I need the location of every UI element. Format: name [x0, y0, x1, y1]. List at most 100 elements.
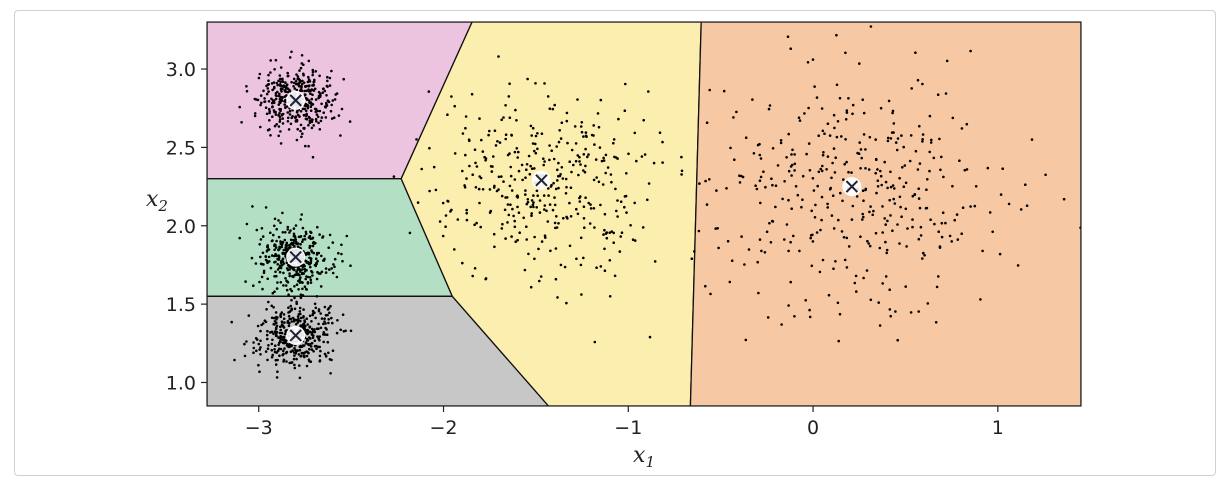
data-point [887, 99, 891, 103]
data-point [281, 80, 285, 83]
data-point [845, 266, 849, 269]
data-point [698, 182, 701, 185]
data-point [576, 154, 580, 157]
data-point [624, 82, 627, 86]
data-point [297, 267, 300, 270]
data-point [921, 138, 924, 141]
data-point [415, 138, 418, 141]
data-point [574, 142, 578, 145]
data-point [274, 246, 278, 249]
data-point [629, 224, 632, 227]
data-point [889, 185, 893, 189]
data-point [568, 244, 572, 248]
data-point [263, 100, 266, 104]
data-point [821, 258, 825, 262]
data-point [509, 174, 513, 178]
data-point [509, 203, 512, 206]
data-point [991, 230, 994, 234]
data-point [297, 288, 300, 291]
data-point [311, 73, 315, 77]
data-point [716, 227, 719, 230]
data-point [303, 89, 306, 93]
data-point [1024, 183, 1027, 186]
data-point [293, 366, 297, 370]
data-point [270, 82, 274, 85]
data-point [963, 168, 967, 172]
data-point [531, 142, 535, 145]
data-point [244, 280, 247, 283]
data-point [281, 252, 285, 255]
data-point [527, 154, 531, 158]
data-point [576, 98, 579, 101]
data-point [291, 108, 294, 112]
data-point [919, 234, 923, 237]
data-point [771, 220, 775, 223]
data-point [625, 211, 628, 214]
data-point [275, 81, 279, 85]
data-point [494, 144, 498, 147]
data-point [272, 233, 275, 237]
data-point [557, 186, 560, 190]
data-point [840, 230, 844, 233]
data-point [556, 296, 559, 299]
data-point [282, 336, 286, 339]
data-point [889, 170, 892, 174]
data-point [583, 226, 586, 229]
data-point [816, 184, 819, 188]
data-point [238, 105, 241, 109]
data-point [790, 174, 793, 177]
y-axis-label: x2 [146, 187, 168, 215]
data-point [940, 155, 943, 159]
data-point [787, 198, 790, 202]
data-point [271, 99, 275, 103]
data-point [308, 360, 311, 363]
data-point [872, 209, 875, 213]
data-point [461, 132, 465, 135]
data-point [865, 269, 869, 272]
data-point [298, 345, 302, 349]
data-point [262, 271, 266, 275]
data-point [785, 223, 789, 226]
data-point [299, 110, 303, 113]
data-point [760, 249, 763, 253]
data-point [757, 291, 760, 295]
data-point [255, 338, 259, 341]
data-point [904, 181, 908, 185]
data-point [315, 277, 319, 281]
data-point [864, 167, 867, 170]
data-point [627, 152, 630, 156]
data-point [324, 322, 327, 325]
data-point [323, 320, 326, 323]
data-point [840, 135, 843, 138]
data-point [892, 122, 896, 125]
y-tick-label: 1.5 [166, 294, 196, 316]
data-point [498, 141, 502, 144]
data-point [956, 238, 960, 241]
data-point [301, 238, 305, 241]
data-point [881, 205, 884, 208]
data-point [589, 203, 592, 206]
data-point [565, 301, 568, 305]
data-point [266, 358, 269, 362]
data-point [819, 167, 822, 171]
data-point [306, 282, 310, 285]
data-point [281, 257, 285, 261]
data-point [986, 166, 990, 170]
data-point [965, 122, 969, 126]
data-point [444, 225, 447, 228]
data-point [314, 107, 318, 111]
data-point [274, 332, 278, 336]
data-point [268, 111, 271, 115]
data-point [815, 96, 819, 99]
data-point [289, 122, 293, 126]
data-point [582, 217, 586, 220]
data-point [599, 265, 603, 268]
data-point [266, 83, 270, 86]
data-point [512, 214, 515, 218]
data-point [733, 158, 736, 161]
data-point [450, 95, 453, 98]
data-point [298, 80, 302, 83]
data-point [308, 347, 311, 351]
data-point [276, 349, 280, 353]
data-point [333, 98, 337, 101]
